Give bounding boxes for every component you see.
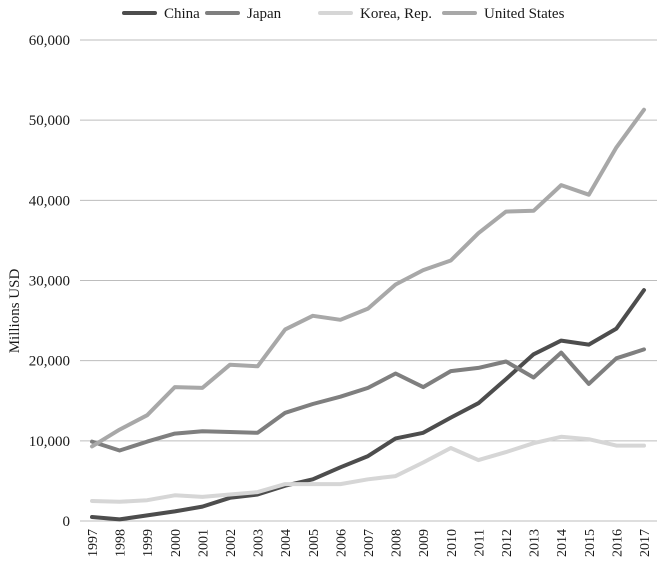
legend-label: Japan — [247, 6, 282, 22]
legend-label: Korea, Rep. — [360, 6, 432, 22]
x-tick-label: 1999 — [141, 529, 156, 557]
y-axis-title: Millions USD — [7, 269, 23, 354]
legend: China Japan Korea, Rep. United States — [122, 6, 565, 22]
x-tick-label: 2014 — [555, 529, 570, 557]
x-tick-label: 2001 — [196, 529, 211, 557]
y-tick-label: 50,000 — [29, 113, 70, 129]
series-lines — [90, 107, 646, 522]
x-tick-label: 2017 — [638, 529, 653, 557]
x-tick-label: 2015 — [583, 529, 598, 557]
x-axis-ticks: 1997 1998 1999 2000 2001 2002 2003 2004 2005 2006… — [86, 529, 653, 557]
y-tick-label: 20,000 — [29, 354, 70, 370]
y-tick-label: 30,000 — [29, 274, 70, 290]
series-line-japan — [90, 347, 646, 453]
x-tick-label: 2006 — [334, 529, 349, 557]
x-tick-label: 2008 — [390, 529, 405, 557]
y-tick-label: 0 — [63, 514, 71, 530]
y-tick-label: 60,000 — [29, 33, 70, 49]
y-tick-label: 40,000 — [29, 193, 70, 209]
y-axis-ticks: 0 10,000 20,000 30,000 40,000 50,000 60,000 — [29, 33, 70, 530]
x-tick-label: 2009 — [417, 529, 432, 557]
x-tick-label: 2010 — [445, 529, 460, 557]
legend-label: United States — [484, 6, 565, 22]
x-tick-label: 2007 — [362, 529, 377, 557]
x-tick-label: 2004 — [279, 529, 294, 557]
x-tick-label: 2012 — [500, 529, 515, 557]
x-tick-label: 2016 — [610, 529, 625, 557]
x-tick-label: 2002 — [224, 529, 239, 557]
x-tick-label: 2005 — [307, 529, 322, 557]
series-line-china — [90, 288, 646, 522]
x-tick-label: 2000 — [169, 529, 184, 557]
x-tick-label: 1998 — [114, 529, 129, 557]
x-tick-label: 2003 — [252, 529, 267, 557]
x-tick-label: 1997 — [86, 529, 101, 557]
x-tick-label: 2013 — [528, 529, 543, 557]
series-line-korea-rep — [90, 434, 646, 504]
x-tick-label: 2011 — [472, 529, 487, 556]
gridlines — [80, 39, 657, 522]
series-line-united-states — [90, 107, 646, 449]
legend-label: China — [164, 6, 200, 22]
y-tick-label: 10,000 — [29, 434, 70, 450]
